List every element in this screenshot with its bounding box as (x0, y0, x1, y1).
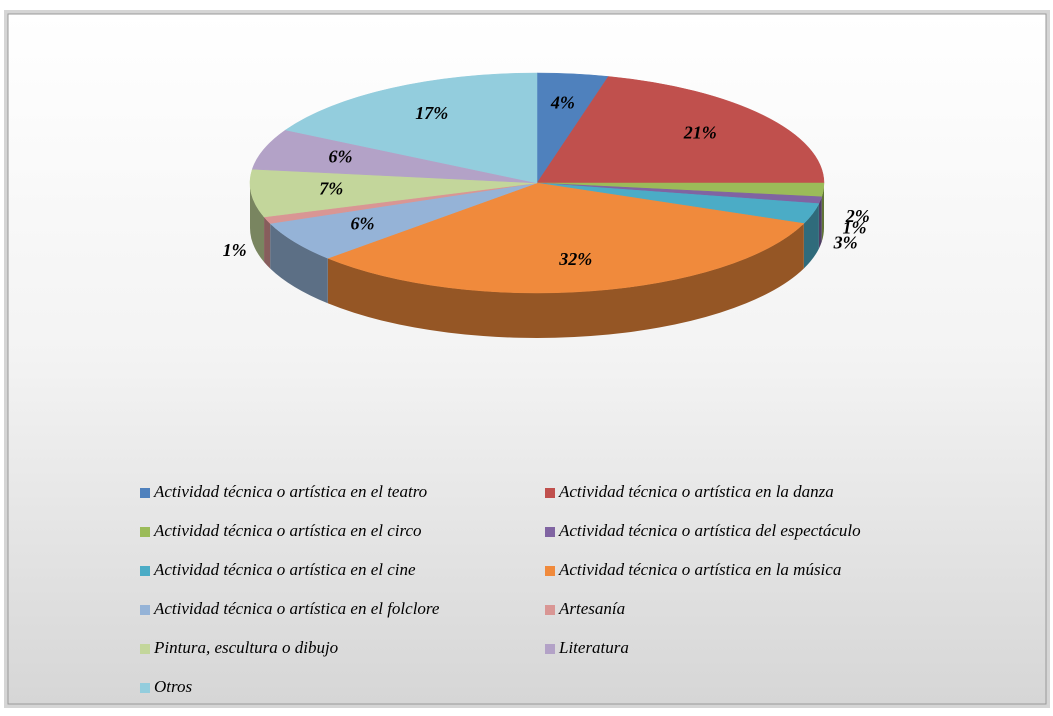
data-label: 6% (351, 214, 375, 234)
legend-label: Actividad técnica o artística del espect… (558, 521, 861, 540)
data-label: 32% (558, 249, 592, 269)
pie-side (327, 223, 804, 338)
data-label: 7% (319, 179, 343, 199)
pie-slice (327, 182, 805, 294)
legend-swatch (140, 566, 150, 576)
data-label: 3% (833, 232, 858, 252)
legend-label: Otros (154, 677, 192, 696)
data-label: 4% (550, 93, 575, 113)
legend-swatch (140, 605, 150, 615)
legend-label: Literatura (558, 638, 629, 657)
legend-label: Artesanía (558, 599, 625, 618)
pie-side (818, 196, 822, 249)
pie-slice (249, 168, 538, 218)
legend-label: Actividad técnica o artística en el circ… (153, 521, 422, 540)
pie-side (264, 216, 271, 269)
data-label: 1% (842, 217, 866, 237)
legend-swatch (140, 683, 150, 693)
data-label: 6% (328, 147, 352, 167)
data-label: 2% (845, 206, 870, 226)
data-label: 17% (415, 103, 448, 123)
pie-slice (536, 76, 825, 184)
legend-swatch (545, 644, 555, 654)
pie-side (821, 183, 824, 242)
legend: Actividad técnica o artística en el teat… (140, 482, 861, 696)
legend-label: Pintura, escultura o dibujo (153, 638, 338, 657)
legend-label: Actividad técnica o artística en la músi… (558, 560, 841, 579)
pie-slice (284, 72, 538, 184)
legend-swatch (140, 527, 150, 537)
data-label: 1% (223, 240, 247, 260)
legend-swatch (545, 566, 555, 576)
legend-swatch (140, 644, 150, 654)
pie: 4%21%2%1%3%32%6%1%7%6%17% (223, 72, 870, 338)
legend-label: Actividad técnica o artística en el folc… (153, 599, 440, 618)
pie-side (250, 183, 265, 262)
legend-swatch (545, 527, 555, 537)
pie-side (270, 223, 328, 304)
legend-swatch (545, 488, 555, 498)
legend-label: Actividad técnica o artística en el cine (153, 560, 416, 579)
legend-swatch (140, 488, 150, 498)
legend-label: Actividad técnica o artística en la danz… (558, 482, 834, 501)
legend-swatch (545, 605, 555, 615)
data-label: 21% (683, 123, 717, 143)
legend-label: Actividad técnica o artística en el teat… (153, 482, 427, 501)
